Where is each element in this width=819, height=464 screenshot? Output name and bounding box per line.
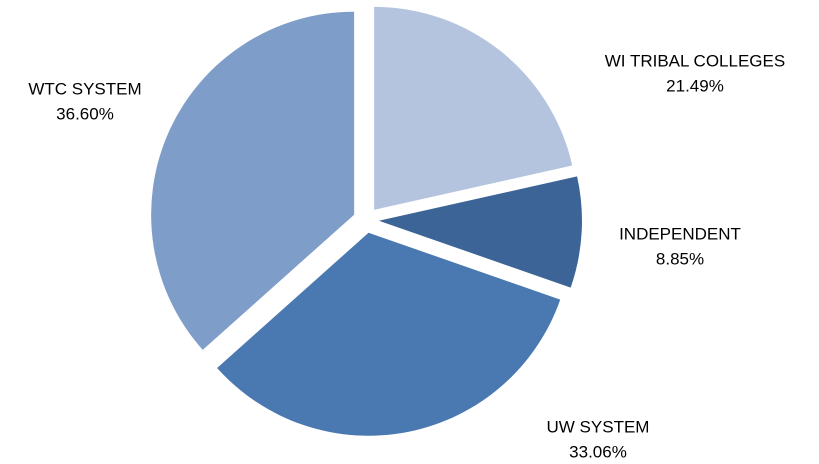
pie-slice <box>151 11 355 350</box>
slice-value-label: 36.60% <box>56 104 114 123</box>
slice-value-label: 33.06% <box>569 442 627 461</box>
slice-value-label: 21.49% <box>666 76 724 95</box>
slice-value-label: 8.85% <box>656 249 704 268</box>
pie-slice <box>217 232 561 436</box>
slice-label: UW SYSTEM <box>547 417 650 436</box>
slice-label: WTC SYSTEM <box>28 79 141 98</box>
slice-label: INDEPENDENT <box>619 224 741 243</box>
slice-label: WI TRIBAL COLLEGES <box>605 51 785 70</box>
pie-slice <box>374 6 573 210</box>
pie-slice <box>378 176 582 288</box>
